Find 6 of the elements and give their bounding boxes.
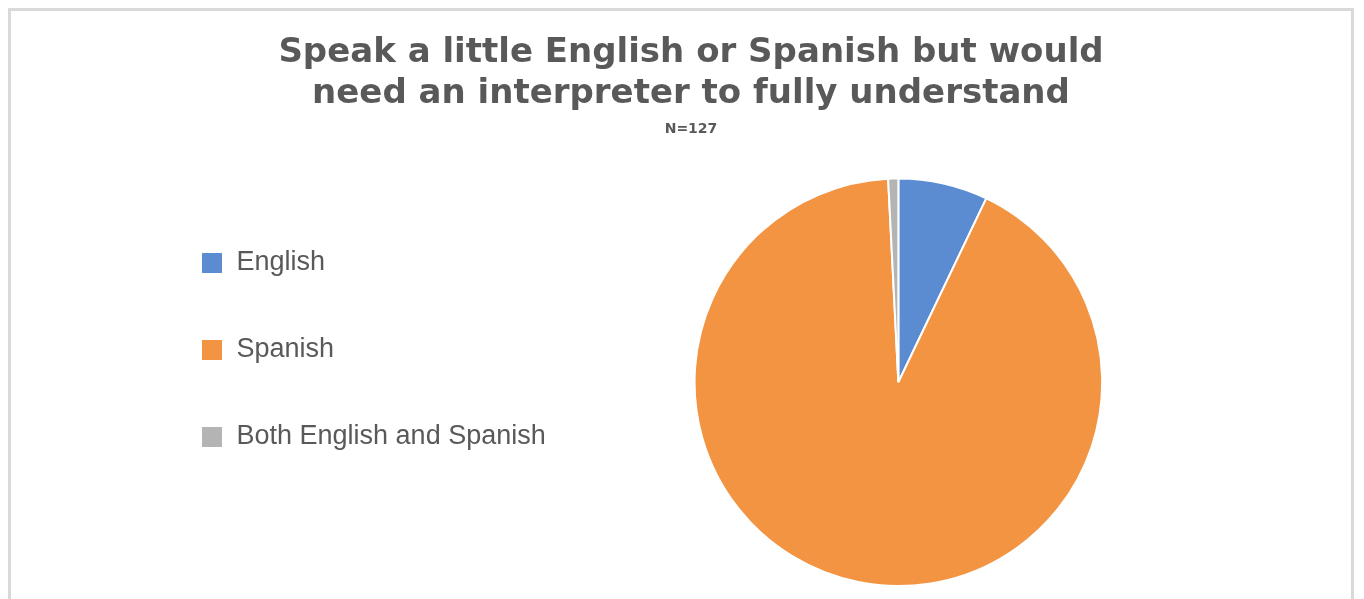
chart-subtitle: N=127	[664, 119, 718, 136]
legend-label: Spanish	[236, 333, 335, 364]
legend-label: Both English and Spanish	[236, 420, 546, 451]
text: need an interpreter to fully understand	[312, 71, 1070, 112]
legend-label: English	[236, 246, 326, 277]
text: Speak a little English or Spanish but would	[278, 30, 1104, 71]
